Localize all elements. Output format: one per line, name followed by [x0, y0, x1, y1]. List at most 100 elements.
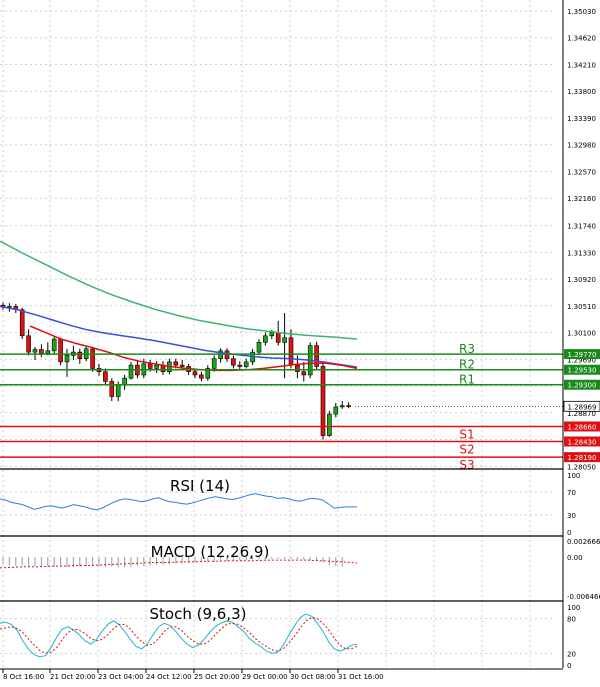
y-tick-label: 1.30920	[567, 276, 596, 284]
stoch-tick-label: 100	[567, 604, 580, 612]
level-price-tag-r3	[564, 349, 600, 360]
level-price-label-r2: 1.29530	[568, 367, 597, 375]
candle-body	[231, 358, 236, 366]
y-tick-label: 1.31330	[567, 249, 596, 257]
grid-lines	[0, 0, 555, 668]
level-name-r2: R2	[459, 358, 475, 372]
candle-body	[154, 364, 159, 369]
rsi-line	[0, 493, 357, 511]
x-tick-label: 24 Oct 12:00	[146, 673, 192, 681]
candle-body	[199, 374, 204, 379]
level-name-s1: S1	[459, 427, 474, 441]
y-tick-label: 1.28870	[567, 410, 596, 418]
current-price-label: 1.28969	[568, 403, 597, 411]
stoch-tick-label: 0	[567, 662, 571, 670]
current-price-tag	[563, 400, 600, 412]
candle-body	[295, 364, 300, 372]
candle-body	[333, 406, 339, 415]
candle-body	[26, 335, 31, 353]
candle-body	[211, 358, 217, 369]
level-price-tag-s1	[564, 421, 600, 432]
candle-body	[275, 332, 281, 343]
candle-body	[90, 348, 95, 369]
y-tick-label: 1.30100	[567, 330, 596, 338]
candle-body	[64, 355, 70, 363]
candle-body	[58, 338, 63, 363]
level-price-tag-s2	[564, 436, 600, 447]
level-price-label-s3: 1.28190	[568, 454, 597, 462]
level-price-label-r3: 1.29770	[568, 351, 597, 359]
y-tick-label: 1.32980	[567, 142, 596, 150]
candle-body	[77, 351, 83, 359]
macd-signal-line	[0, 559, 358, 569]
candle-body	[339, 405, 345, 408]
candle-body	[128, 364, 134, 379]
ma-slow-line	[0, 240, 358, 340]
y-tick-label: 1.33800	[567, 88, 596, 96]
candle-body	[263, 335, 268, 343]
candle-body	[109, 381, 115, 397]
level-price-tag-r1	[564, 379, 600, 390]
candle-body	[19, 309, 25, 337]
macd-title: MACD (12,26,9)	[151, 543, 270, 561]
candle-body	[243, 361, 249, 367]
candle-body	[288, 337, 294, 366]
x-tick-label: 23 Oct 04:00	[98, 673, 144, 681]
candle-body	[122, 377, 127, 386]
candle-body	[45, 350, 51, 354]
candle-body	[327, 413, 332, 436]
rsi-title: RSI (14)	[170, 477, 230, 495]
candle-body	[256, 342, 262, 353]
candle-body	[103, 371, 108, 382]
y-tick-label: 1.30510	[567, 303, 596, 311]
x-tick-label: 31 Oct 16:00	[338, 673, 384, 681]
macd-tick-label: 0.002666	[567, 538, 600, 546]
stoch-tick-label: 80	[567, 616, 576, 624]
y-tick-label: 1.28050	[567, 463, 596, 471]
candle-body	[32, 349, 38, 353]
y-tick-label: 1.35030	[567, 8, 596, 16]
candle-body	[269, 332, 275, 337]
candle-body	[192, 371, 198, 376]
rsi-tick-label: 0	[567, 529, 571, 537]
rsi-tick-label: 30	[567, 512, 576, 520]
level-price-tag-s3	[564, 452, 600, 463]
candle-body	[115, 384, 121, 397]
candle-body	[314, 345, 319, 367]
rsi-tick-label: 100	[567, 472, 580, 480]
rsi-tick-label: 70	[567, 489, 576, 497]
candle-body	[320, 366, 326, 436]
ma-mid-line	[0, 305, 358, 368]
candle-body	[205, 368, 211, 379]
level-name-s2: S2	[459, 442, 474, 456]
candle-body	[173, 361, 179, 366]
y-tick-label: 1.33390	[567, 115, 596, 123]
candle-body	[282, 337, 287, 343]
y-tick-label: 1.31740	[567, 223, 596, 231]
stoch-title: Stoch (9,6,3)	[150, 605, 247, 623]
level-price-label-s1: 1.28660	[568, 423, 597, 431]
y-tick-label: 1.34620	[567, 35, 596, 43]
stoch-d-line	[0, 616, 358, 654]
candle-body	[179, 364, 185, 367]
x-tick-label: 30 Oct 08:00	[290, 673, 336, 681]
candle-body	[237, 364, 243, 367]
candle-body	[7, 306, 12, 308]
macd-tick-label: 0.00	[567, 554, 583, 562]
x-tick-label: 29 Oct 00:00	[242, 673, 288, 681]
level-name-s3: S3	[459, 458, 474, 472]
candle-body	[39, 349, 44, 354]
level-name-r3: R3	[459, 342, 475, 356]
level-price-label-s2: 1.28430	[568, 438, 597, 446]
candle-body	[346, 405, 351, 407]
rsi-panel: RSI (14)	[0, 477, 357, 511]
stoch-panel: Stoch (9,6,3)	[0, 605, 358, 658]
candle-body	[301, 371, 307, 376]
macd-tick-label: -0.006466	[567, 593, 600, 601]
candle-body	[51, 338, 57, 352]
